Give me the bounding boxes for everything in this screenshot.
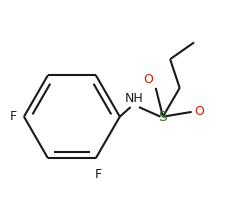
Text: NH: NH bbox=[124, 92, 143, 105]
Text: O: O bbox=[143, 72, 153, 86]
Text: F: F bbox=[94, 168, 101, 181]
Text: S: S bbox=[158, 110, 166, 124]
Text: F: F bbox=[10, 110, 17, 123]
Text: O: O bbox=[193, 105, 203, 118]
